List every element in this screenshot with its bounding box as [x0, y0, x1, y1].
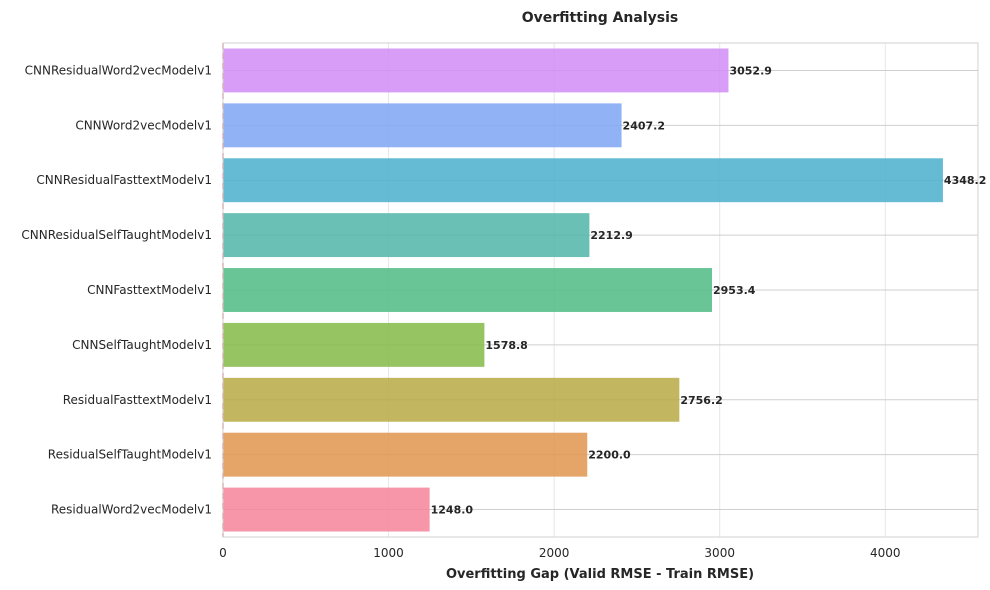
- category-labels: CNNResidualWord2vecModelv1 CNNWord2vecMod…: [21, 63, 212, 516]
- category-label: ResidualWord2vecModelv1: [51, 503, 212, 517]
- bar: [223, 158, 943, 203]
- bar: [223, 487, 430, 532]
- category-label: CNNFasttextModelv1: [87, 283, 212, 297]
- plot-frame: [222, 42, 979, 538]
- data-labels: 3052.9 2407.2 4348.2 2212.9 2953.4 1578.8 2756…: [431, 64, 987, 516]
- bars: [223, 48, 943, 532]
- data-label: 2200.0: [588, 449, 631, 462]
- data-label: 2953.4: [713, 284, 756, 297]
- x-axis-label: Overfitting Gap (Valid RMSE - Train RMSE…: [446, 567, 754, 582]
- data-label: 2212.9: [590, 229, 632, 242]
- x-tick-label: 0: [219, 546, 227, 560]
- x-tick-label: 3000: [704, 546, 735, 560]
- bar: [223, 432, 588, 477]
- category-label: ResidualFasttextModelv1: [63, 393, 212, 407]
- data-label: 2407.2: [623, 119, 665, 132]
- category-label: CNNResidualFasttextModelv1: [36, 173, 212, 187]
- data-label: 3052.9: [729, 64, 771, 77]
- category-label: CNNResidualWord2vecModelv1: [25, 63, 212, 77]
- data-label: 4348.2: [944, 174, 986, 187]
- x-tick-label: 4000: [870, 546, 901, 560]
- x-tick-label: 2000: [539, 546, 570, 560]
- x-tick-label: 1000: [373, 546, 404, 560]
- data-label: 2756.2: [680, 394, 722, 407]
- x-axis-ticks: 0 1000 2000 3000 4000: [219, 546, 900, 560]
- category-label: CNNResidualSelfTaughtModelv1: [21, 228, 212, 242]
- bar: [223, 213, 590, 258]
- category-label: ResidualSelfTaughtModelv1: [48, 448, 212, 462]
- category-label: CNNWord2vecModelv1: [75, 118, 212, 132]
- category-label: CNNSelfTaughtModelv1: [72, 338, 212, 352]
- bar: [223, 268, 712, 312]
- chart-title: Overfitting Analysis: [522, 10, 679, 26]
- data-label: 1578.8: [485, 339, 527, 352]
- bar: [223, 377, 680, 422]
- bar: [223, 103, 622, 148]
- plot-border: [222, 42, 979, 538]
- bar: [223, 322, 485, 367]
- data-label: 1248.0: [431, 504, 474, 517]
- bar: [223, 48, 729, 93]
